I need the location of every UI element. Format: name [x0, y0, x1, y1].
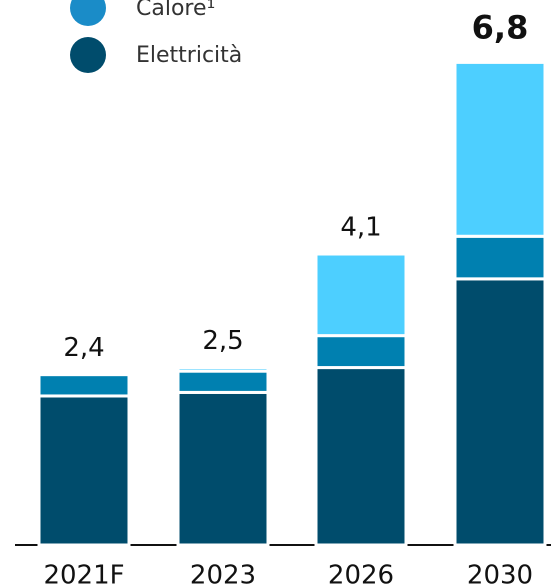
bar-segment: [37, 394, 131, 547]
total-label: 2,4: [63, 333, 104, 363]
legend-swatch: [70, 37, 106, 73]
bar-segment: [176, 369, 270, 394]
x-tick-label: 2021F: [43, 561, 124, 588]
bar-segment: [176, 366, 270, 373]
total-label: 6,8: [472, 8, 529, 46]
bar-segment: [314, 366, 408, 547]
bar-segment: [314, 334, 408, 370]
bar-segment: [453, 277, 547, 547]
total-label: 4,1: [340, 213, 381, 243]
bar-segment: [37, 373, 131, 398]
bar-segment: [453, 60, 547, 238]
legend-label: Elettricità: [136, 43, 242, 68]
x-tick-label: 2023: [190, 561, 256, 588]
legend-swatch: [70, 0, 106, 26]
bar-segment: [314, 252, 408, 338]
bar-segment: [453, 234, 547, 281]
total-label: 2,5: [202, 326, 243, 356]
legend-label: Calore¹: [136, 0, 215, 21]
bar-segment: [176, 390, 270, 547]
x-tick-label: 2030: [467, 561, 533, 588]
x-tick-label: 2026: [328, 561, 394, 588]
